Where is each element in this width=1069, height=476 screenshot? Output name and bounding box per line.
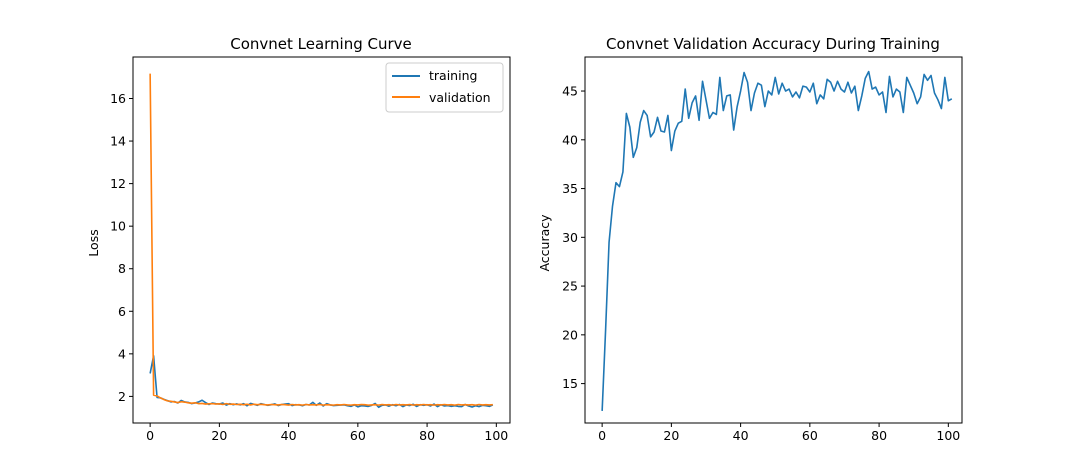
loss-x-tick-label: 100 (484, 428, 508, 443)
loss-y-tick-label: 14 (110, 134, 126, 149)
accuracy-chart-title: Convnet Validation Accuracy During Train… (606, 35, 940, 53)
accuracy-y-tick-label: 40 (562, 132, 578, 147)
loss-y-tick-label: 12 (110, 176, 126, 191)
accuracy-series-lines (601, 70, 953, 411)
loss-axis-ticks: 0 20 40 60 80 100 2 4 6 8 10 12 14 16 (110, 91, 508, 443)
accuracy-y-tick-label: 15 (562, 376, 578, 391)
accuracy-x-tick-label: 80 (871, 428, 887, 443)
accuracy-y-tick-label: 45 (562, 84, 578, 99)
validation-series-line (149, 73, 493, 406)
loss-chart-title: Convnet Learning Curve (230, 35, 412, 53)
loss-y-tick-label: 16 (110, 91, 126, 106)
loss-y-tick-label: 4 (118, 346, 126, 361)
loss-y-tick-label: 6 (118, 304, 126, 319)
loss-series-lines (149, 73, 494, 409)
legend-label-training: training (429, 68, 477, 83)
loss-y-tick-label: 8 (118, 261, 126, 276)
legend-label-validation: validation (429, 90, 491, 105)
loss-plot-frame (132, 56, 511, 424)
accuracy-x-tick-label: 100 (936, 428, 960, 443)
accuracy-x-tick-label: 0 (598, 428, 606, 443)
accuracy-chart: Convnet Validation Accuracy During Train… (537, 35, 963, 443)
accuracy-plot-frame (584, 56, 963, 424)
accuracy-y-axis-label: Accuracy (537, 214, 552, 272)
accuracy-y-tick-label: 30 (562, 230, 578, 245)
accuracy-y-tick-label: 20 (562, 327, 578, 342)
accuracy-x-tick-label: 20 (663, 428, 679, 443)
loss-x-tick-label: 20 (211, 428, 227, 443)
loss-x-tick-label: 80 (419, 428, 435, 443)
loss-y-tick-label: 10 (110, 219, 126, 234)
loss-x-tick-label: 60 (350, 428, 366, 443)
loss-x-tick-label: 40 (281, 428, 297, 443)
accuracy-y-tick-label: 35 (562, 181, 578, 196)
accuracy-y-tick-label: 25 (562, 279, 578, 294)
loss-y-axis-label: Loss (86, 229, 101, 256)
accuracy-x-tick-label: 60 (802, 428, 818, 443)
loss-chart: Convnet Learning Curve Loss 0 20 40 60 80 100… (86, 35, 511, 443)
accuracy-series-line (601, 70, 953, 411)
loss-x-tick-label: 0 (146, 428, 154, 443)
loss-legend: training validation (385, 62, 504, 113)
loss-y-tick-label: 2 (118, 389, 126, 404)
accuracy-x-tick-label: 40 (733, 428, 749, 443)
accuracy-axis-ticks: 0 20 40 60 80 100 15 20 25 30 35 40 45 (562, 84, 960, 443)
